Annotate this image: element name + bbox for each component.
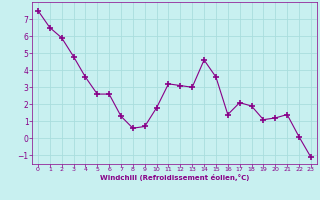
X-axis label: Windchill (Refroidissement éolien,°C): Windchill (Refroidissement éolien,°C) [100, 174, 249, 181]
